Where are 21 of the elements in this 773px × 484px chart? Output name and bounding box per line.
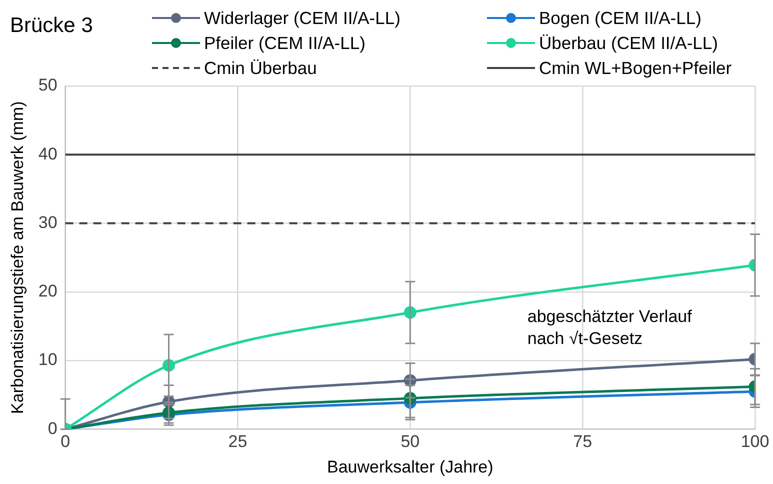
y-tick-label: 50 bbox=[38, 76, 58, 95]
x-tick-label: 100 bbox=[740, 432, 770, 452]
y-tick-label: 30 bbox=[38, 212, 58, 232]
annotation: abgeschätzter Verlauf nach √t-Gesetz bbox=[527, 306, 693, 350]
legend-label: Cmin Überbau bbox=[204, 58, 317, 78]
chart-title: Brücke 3 bbox=[10, 14, 93, 38]
y-tick-label: 40 bbox=[38, 144, 58, 164]
x-axis-title: Bauwerksalter (Jahre) bbox=[327, 457, 494, 476]
y-tick-label: 20 bbox=[38, 282, 58, 301]
legend-label: Widerlager (CEM II/A-LL) bbox=[204, 8, 400, 28]
legend-label: Pfeiler (CEM II/A-LL) bbox=[204, 32, 366, 54]
legend-label: Bogen (CEM II/A-LL) bbox=[539, 8, 702, 28]
x-tick-label: 25 bbox=[228, 432, 248, 452]
legend-label: Cmin WL+Bogen+Pfeiler bbox=[539, 58, 732, 78]
y-tick-label: 10 bbox=[38, 350, 58, 370]
legend-label: Überbau (CEM II/A-LL) bbox=[539, 32, 718, 54]
y-tick-label: 0 bbox=[48, 418, 58, 438]
y-axis-title: Karbonatisierungstiefe am Bauwerk (mm) bbox=[8, 101, 27, 414]
x-tick-label: 50 bbox=[400, 432, 420, 452]
x-tick-label: 0 bbox=[60, 432, 70, 452]
x-tick-label: 75 bbox=[573, 432, 592, 452]
